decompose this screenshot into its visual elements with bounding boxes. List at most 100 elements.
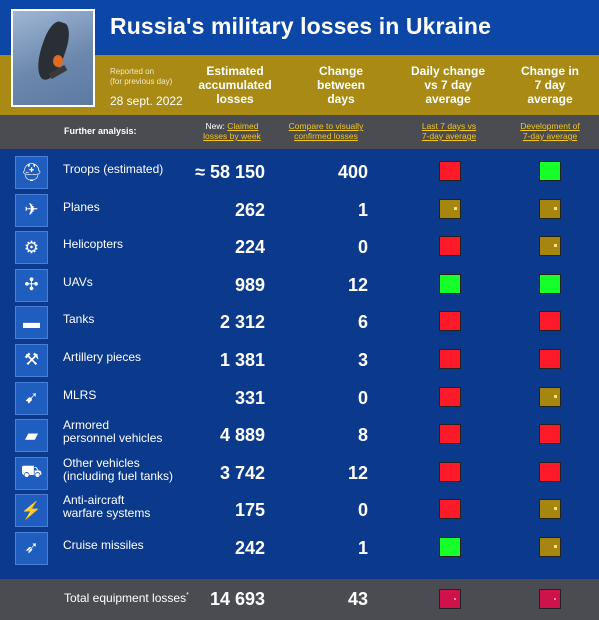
- total-change: 43: [347, 589, 368, 609]
- row-label: Anti-aircraft warfare systems: [63, 493, 151, 521]
- daily-change-indicator: [439, 536, 461, 557]
- change7-indicator: [539, 236, 561, 257]
- daily-change-indicator: [439, 311, 461, 332]
- row-accumulated-value: 2 312: [219, 312, 265, 333]
- row-change-value: 0: [357, 237, 368, 258]
- row-label: Artillery pieces: [63, 349, 142, 364]
- helicopter-icon: ⚙: [15, 231, 48, 265]
- helmet-icon: ⛑: [15, 156, 48, 189]
- change7-indicator: [539, 386, 561, 407]
- header-change: Change between days: [316, 64, 365, 106]
- total-label: Total equipment losses*: [64, 591, 189, 605]
- row-label: MLRS: [63, 387, 97, 402]
- row-change-value: 12: [347, 274, 368, 295]
- row-label: Cruise missiles: [63, 537, 144, 552]
- change7-indicator: [539, 424, 561, 445]
- drone-icon: ✣: [15, 268, 48, 302]
- row-change-value: 3: [357, 349, 368, 370]
- report-date: 28 sept. 2022: [110, 94, 183, 108]
- header-bar: [0, 0, 599, 55]
- header-change-7day: Change in 7 day average: [520, 64, 579, 106]
- table-row: ⚒ Artillery pieces 1 381 3: [0, 341, 599, 379]
- plane-icon: ✈: [15, 193, 48, 227]
- row-accumulated-value: ≈ 58 150: [195, 162, 265, 182]
- table-row: ➹ MLRS 331 0: [0, 379, 599, 417]
- row-change-value: 6: [357, 312, 368, 333]
- daily-change-indicator: [439, 161, 461, 181]
- change7-indicator: [539, 461, 561, 482]
- row-change-value: 1: [357, 199, 368, 220]
- last-7-days-link[interactable]: Last 7 days vs 7-day average: [421, 121, 477, 141]
- daily-change-indicator: [439, 499, 461, 520]
- row-change-value: 12: [347, 462, 368, 483]
- row-accumulated-value: 1 381: [219, 349, 265, 370]
- table-row: ➶ Cruise missiles 242 1: [0, 529, 599, 567]
- anti-aircraft-icon: ⚡: [15, 494, 48, 528]
- change7-indicator: [539, 161, 561, 181]
- change7-indicator: [539, 273, 561, 294]
- row-label: Other vehicles (including fuel tanks): [63, 455, 174, 483]
- row-change-value: 8: [357, 425, 368, 446]
- apc-icon: ▰: [15, 419, 48, 453]
- claimed-losses-link[interactable]: New: Claimed losses by week: [203, 121, 261, 141]
- change7-indicator: [539, 198, 561, 219]
- row-label: Armored personnel vehicles: [63, 418, 163, 446]
- table-row: ▰ Armored personnel vehicles 4 889 8: [0, 416, 599, 454]
- analysis-bar: [0, 115, 599, 149]
- missile-icon: ➶: [15, 531, 48, 565]
- header-estimated: Estimated accumulated losses: [198, 64, 272, 106]
- table-row: ✈ Planes 262 1: [0, 191, 599, 229]
- row-label: Tanks: [63, 312, 95, 327]
- daily-change-indicator: [439, 236, 461, 257]
- reported-label: Reported on: [110, 67, 155, 76]
- loss-table: ⛑ Troops (estimated) ≈ 58 150 400 ✈ Planes 262…: [0, 153, 599, 567]
- row-accumulated-value: 242: [234, 537, 265, 558]
- row-accumulated-value: 4 889: [219, 425, 265, 446]
- row-accumulated-value: 989: [234, 274, 265, 295]
- artillery-icon: ⚒: [15, 343, 48, 377]
- row-accumulated-value: 3 742: [219, 462, 265, 483]
- daily-change-indicator: [439, 461, 461, 482]
- row-label: Troops (estimated): [63, 162, 164, 176]
- mlrs-icon: ➹: [15, 381, 48, 415]
- total-daily-indicator: [439, 589, 461, 609]
- daily-change-indicator: [439, 273, 461, 294]
- daily-change-indicator: [439, 198, 461, 219]
- table-row: ✣ UAVs 989 12: [0, 266, 599, 304]
- row-label: UAVs: [63, 274, 93, 289]
- row-label: Helicopters: [63, 237, 124, 252]
- development-7day-link[interactable]: Development of 7-day average: [520, 121, 580, 141]
- daily-change-indicator: [439, 386, 461, 407]
- daily-change-indicator: [439, 424, 461, 445]
- page-title: Russia's military losses in Ukraine: [110, 13, 491, 39]
- row-label: Planes: [63, 199, 100, 214]
- table-row: ⚡ Anti-aircraft warfare systems 175 0: [0, 491, 599, 529]
- table-row: ⚙ Helicopters 224 0: [0, 228, 599, 266]
- column-header-band: [0, 55, 599, 115]
- change7-indicator: [539, 536, 561, 557]
- change7-indicator: [539, 311, 561, 332]
- compare-confirmed-link[interactable]: Compare to visually confirmed losses: [288, 121, 364, 141]
- table-row: ⛟ Other vehicles (including fuel tanks) 3 7…: [0, 454, 599, 492]
- row-accumulated-value: 262: [234, 199, 265, 220]
- change7-indicator: [539, 499, 561, 520]
- change7-indicator: [539, 348, 561, 369]
- total-bar: [0, 579, 599, 620]
- further-analysis-label: Further analysis:: [64, 126, 137, 136]
- tank-icon: ▬: [15, 306, 48, 340]
- row-change-value: 0: [357, 500, 368, 521]
- reported-sublabel: (for previous day): [110, 77, 173, 86]
- total-value: 14 693: [209, 589, 265, 609]
- burning-aircraft-photo: [11, 9, 95, 107]
- row-change-value: 1: [357, 537, 368, 558]
- total-change7-indicator: [539, 589, 561, 609]
- table-row: ▬ Tanks 2 312 6: [0, 303, 599, 341]
- row-change-value: 0: [357, 387, 368, 408]
- row-accumulated-value: 331: [234, 387, 265, 408]
- truck-icon: ⛟: [15, 456, 48, 490]
- daily-change-indicator: [439, 348, 461, 369]
- row-accumulated-value: 175: [234, 500, 265, 521]
- row-change-value: 400: [337, 162, 368, 182]
- row-accumulated-value: 224: [234, 237, 265, 258]
